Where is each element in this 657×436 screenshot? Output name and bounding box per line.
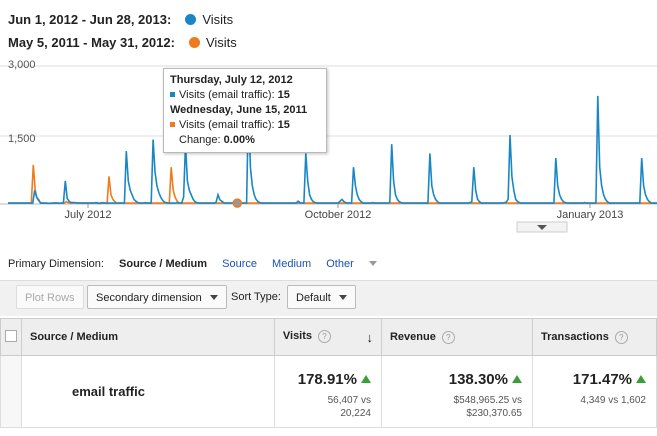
header-visits-label: Visits	[282, 329, 313, 342]
revenue-compare: $548,965.25 vs $230,370.65	[383, 394, 522, 420]
visits-compare: 56,407 vs 20,224	[276, 394, 371, 420]
tooltip-date-current: Thursday, July 12, 2012	[170, 74, 293, 86]
dimension-medium-link[interactable]: Medium	[272, 258, 312, 270]
orange-swatch-icon	[170, 122, 175, 128]
visits-compare-line1: 56,407 vs	[327, 395, 371, 406]
dimension-source-link[interactable]: Source	[222, 258, 257, 270]
legend-series-previous: Visits	[205, 35, 237, 50]
primary-dimension-label: Primary Dimension:	[8, 258, 104, 270]
primary-dimension-bar: Primary Dimension: Source / Medium Sourc…	[8, 258, 401, 270]
legend-range-previous: May 5, 2011 - May 31, 2012:	[8, 35, 175, 50]
hover-marker	[232, 198, 243, 208]
tooltip-row-current-label: Visits (email traffic):	[179, 89, 275, 101]
x-tick-oct: October 2012	[305, 209, 372, 221]
sort-type-dropdown[interactable]: Default	[287, 285, 356, 309]
chevron-down-icon	[209, 295, 218, 300]
blue-swatch-icon	[170, 92, 175, 98]
chevron-down-icon	[338, 295, 347, 300]
series-previous-line	[8, 164, 657, 205]
revenue-change-value: 138.30%	[448, 371, 508, 388]
dimension-source-medium: Source / Medium	[119, 258, 208, 270]
legend-current: Jun 1, 2012 - Jun 28, 2013: Visits	[8, 12, 233, 27]
select-all-cell	[0, 318, 22, 356]
row-source-name[interactable]: email traffic	[21, 355, 275, 428]
tooltip-change: Change: 0.00%	[170, 133, 320, 148]
row-visits-cell: 178.91% 56,407 vs 20,224	[273, 355, 382, 428]
chevron-down-icon	[368, 261, 377, 266]
legend-range-current: Jun 1, 2012 - Jun 28, 2013:	[8, 12, 172, 27]
tooltip-date-previous: Wednesday, June 15, 2011	[170, 104, 308, 116]
tooltip-row-previous-label: Visits (email traffic):	[179, 119, 275, 131]
tooltip-change-label: Change:	[179, 134, 221, 146]
transactions-change: 171.47%	[534, 371, 646, 388]
chart-tooltip: Thursday, July 12, 2012 Visits (email tr…	[163, 68, 327, 153]
help-icon[interactable]: ?	[614, 330, 628, 344]
visits-chart[interactable]: 3,000 1,500 July 2012 October 2012 Janua…	[0, 56, 657, 236]
orange-dot-icon	[188, 37, 200, 48]
header-source-medium[interactable]: Source / Medium	[21, 318, 275, 356]
chevron-down-icon	[537, 225, 547, 230]
tooltip-row-current-value: 15	[277, 89, 290, 101]
up-arrow-icon	[636, 375, 646, 383]
legend-series-current: Visits	[202, 12, 234, 27]
row-revenue-cell: 138.30% $548,965.25 vs $230,370.65	[380, 355, 533, 428]
secondary-dimension-dropdown[interactable]: Secondary dimension	[87, 285, 227, 309]
visits-compare-line2: 20,224	[340, 408, 371, 419]
up-arrow-icon	[360, 375, 371, 383]
header-revenue[interactable]: Revenue?	[380, 318, 533, 356]
dimension-other-link[interactable]: Other	[326, 258, 389, 270]
help-icon[interactable]: ?	[318, 329, 332, 343]
blue-dot-icon	[185, 14, 197, 25]
y-tick-3000: 3,000	[8, 59, 36, 71]
select-all-checkbox[interactable]	[5, 329, 17, 342]
visits-change-value: 178.91%	[297, 371, 357, 388]
transactions-change-value: 171.47%	[572, 371, 632, 388]
legend-previous: May 5, 2011 - May 31, 2012: Visits	[8, 35, 237, 50]
tooltip-row-previous: Visits (email traffic): 15	[170, 118, 320, 133]
revenue-change: 138.30%	[383, 371, 522, 388]
table-row: email traffic 178.91% 56,407 vs 20,224 13…	[0, 355, 657, 428]
dimension-other-label: Other	[326, 258, 354, 270]
transactions-compare: 4,349 vs 1,602	[580, 395, 646, 406]
data-table: Source / Medium Visits? ↓ Revenue? Transa…	[0, 318, 657, 428]
header-transactions-label: Transactions	[540, 330, 609, 343]
row-transactions-cell: 171.47% 4,349 vs 1,602	[531, 355, 657, 428]
sort-type-value: Default	[296, 292, 331, 304]
visits-change: 178.91%	[276, 371, 371, 388]
tooltip-change-value: 0.00%	[223, 134, 255, 146]
table-header-row: Source / Medium Visits? ↓ Revenue? Transa…	[0, 318, 657, 356]
x-tick-jul: July 2012	[64, 209, 111, 221]
header-revenue-label: Revenue	[389, 330, 436, 343]
plot-rows-button[interactable]: Plot Rows	[16, 285, 84, 309]
sort-down-arrow-icon: ↓	[366, 329, 373, 345]
up-arrow-icon	[511, 375, 522, 383]
series-current-line	[8, 95, 657, 205]
y-tick-1500: 1,500	[8, 133, 36, 145]
secondary-dimension-label: Secondary dimension	[96, 292, 202, 304]
revenue-compare-line1: $548,965.25 vs	[453, 395, 522, 406]
header-transactions[interactable]: Transactions?	[531, 318, 657, 356]
row-select-cell	[0, 355, 22, 428]
tooltip-row-previous-value: 15	[277, 119, 290, 131]
sort-type-label: Sort Type:	[231, 291, 281, 303]
help-icon[interactable]: ?	[441, 330, 455, 344]
revenue-compare-line2: $230,370.65	[466, 408, 522, 419]
table-toolbar: Plot Rows Secondary dimension Sort Type:…	[0, 280, 657, 316]
header-source-medium-label: Source / Medium	[30, 331, 119, 343]
tooltip-row-current: Visits (email traffic): 15	[170, 88, 320, 103]
header-visits[interactable]: Visits? ↓	[273, 318, 382, 356]
x-tick-jan: January 2013	[557, 209, 624, 221]
